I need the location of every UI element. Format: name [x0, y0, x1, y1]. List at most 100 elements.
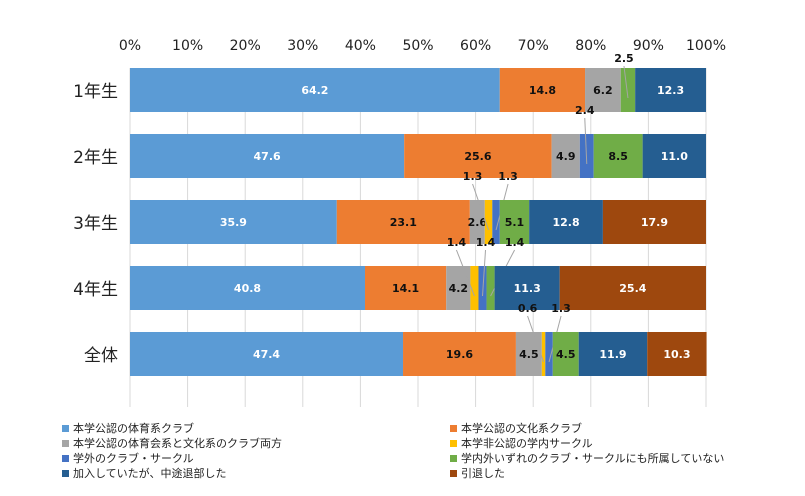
x-tick-label: 0% — [119, 38, 141, 54]
legend-item: 学外のクラブ・サークル — [62, 450, 194, 466]
data-label: 35.9 — [220, 216, 247, 229]
bar-segment — [365, 266, 447, 310]
data-label: 1.3 — [463, 170, 483, 183]
category-label: 全体 — [84, 346, 118, 366]
bar-segment — [545, 332, 553, 376]
leader-line — [584, 117, 588, 165]
data-label: 11.3 — [514, 282, 541, 295]
leader-line — [482, 249, 487, 297]
legend-swatch — [450, 439, 457, 447]
legend-item: 加入していたが、中途退部した — [62, 465, 226, 481]
data-label: 19.6 — [446, 348, 473, 361]
x-tick-label: 40% — [345, 38, 376, 54]
legend-label: 本学公認の体育会系と文化系のクラブ両方 — [73, 437, 282, 450]
data-label: 11.0 — [661, 150, 688, 163]
bar-segment — [647, 332, 707, 376]
bar-segment — [130, 200, 337, 244]
data-label: 0.6 — [518, 302, 538, 315]
legend-item: 本学非公認の学内サークル — [450, 435, 593, 451]
x-tick-label: 10% — [172, 38, 203, 54]
data-label: 14.8 — [529, 84, 556, 97]
legend-item: 本学公認の体育系クラブ — [62, 420, 194, 436]
bar-segment — [593, 134, 643, 178]
x-tick-label: 20% — [230, 38, 261, 54]
data-label: 2.4 — [575, 104, 595, 117]
data-label: 12.3 — [657, 84, 684, 97]
category-label: 3年生 — [73, 214, 118, 234]
data-label: 12.8 — [552, 216, 579, 229]
bar-segment — [620, 68, 636, 112]
bar-segment — [403, 332, 516, 376]
bar-segment — [578, 332, 648, 376]
bar-segment — [492, 200, 500, 244]
bar-segment — [529, 200, 603, 244]
leader-line — [455, 249, 475, 297]
legend-label: 加入していたが、中途退部した — [73, 467, 227, 480]
bar-segment — [484, 200, 493, 244]
bar-segment — [602, 200, 706, 244]
bar-segment — [515, 332, 542, 376]
data-label: 1.3 — [498, 170, 518, 183]
bar-segment — [552, 332, 579, 376]
bar-segment — [130, 134, 405, 178]
data-label: 11.9 — [599, 348, 626, 361]
data-label: 40.8 — [234, 282, 261, 295]
bar-segment — [469, 200, 485, 244]
data-label: 47.6 — [254, 150, 281, 163]
bar-segment — [446, 266, 471, 310]
legend-label: 本学公認の体育系クラブ — [73, 422, 194, 435]
data-label: 8.5 — [608, 150, 628, 163]
bar-segment — [499, 68, 586, 112]
x-tick-label: 90% — [633, 38, 664, 54]
legend-item: 本学公認の体育会系と文化系のクラブ両方 — [62, 435, 282, 451]
data-label: 5.1 — [505, 216, 525, 229]
data-label: 6.2 — [593, 84, 613, 97]
leader-line — [527, 315, 545, 363]
data-label: 4.9 — [556, 150, 576, 163]
data-label: 64.2 — [301, 84, 328, 97]
bar-segment — [130, 68, 500, 112]
x-tick-label: 50% — [402, 38, 433, 54]
x-tick-label: 60% — [460, 38, 491, 54]
data-label: 1.4 — [476, 236, 496, 249]
legend-label: 本学公認の文化系クラブ — [461, 422, 582, 435]
legend-label: 学外のクラブ・サークル — [73, 452, 194, 465]
leader-line — [472, 183, 490, 231]
data-label: 47.4 — [253, 348, 280, 361]
legend-label: 学内外いずれのクラブ・サークルにも所属していない — [461, 452, 725, 465]
category-label: 4年生 — [73, 280, 118, 300]
legend-swatch — [450, 469, 457, 477]
legend-swatch — [62, 439, 69, 447]
legend-label: 引退した — [461, 467, 505, 480]
bar-segment — [585, 68, 621, 112]
bar-segment — [478, 266, 487, 310]
legend-label: 本学非公認の学内サークル — [461, 437, 593, 450]
legend-swatch — [62, 469, 69, 477]
data-label: 25.4 — [619, 282, 646, 295]
bar-segment — [635, 68, 706, 112]
data-label: 1.4 — [505, 236, 525, 249]
data-label: 1.3 — [551, 302, 571, 315]
bar-segment — [130, 266, 366, 310]
legend-item: 本学公認の文化系クラブ — [450, 420, 582, 436]
legend-swatch — [62, 424, 69, 432]
bar-segment — [404, 134, 552, 178]
x-tick-label: 100% — [686, 38, 726, 54]
data-label: 17.9 — [641, 216, 668, 229]
category-label: 2年生 — [73, 148, 118, 168]
x-tick-label: 80% — [575, 38, 606, 54]
leader-line — [623, 65, 629, 99]
data-label: 1.4 — [447, 236, 467, 249]
bar-segment — [336, 200, 470, 244]
data-label: 4.5 — [556, 348, 576, 361]
legend-item: 引退した — [450, 465, 505, 481]
legend-swatch — [62, 454, 69, 462]
bar-segment — [494, 266, 560, 310]
legend-swatch — [450, 424, 457, 432]
legend-item: 学内外いずれのクラブ・サークルにも所属していない — [450, 450, 724, 466]
data-label: 4.2 — [449, 282, 469, 295]
legend-swatch — [450, 454, 457, 462]
x-tick-label: 70% — [518, 38, 549, 54]
data-label: 4.5 — [519, 348, 539, 361]
